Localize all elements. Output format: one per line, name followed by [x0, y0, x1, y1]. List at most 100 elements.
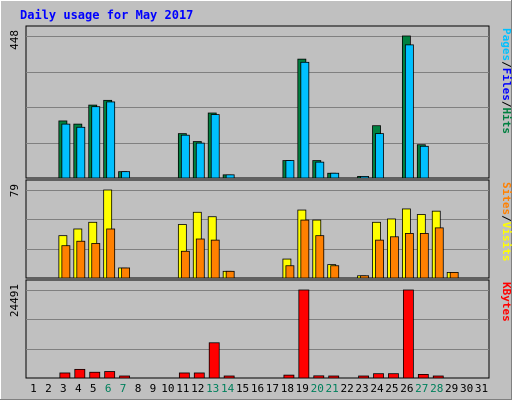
bar-kbytes-day-27 — [417, 374, 429, 379]
bar-sites-day-27 — [419, 233, 429, 279]
bar-kbytes-day-20 — [313, 375, 325, 379]
x-tick-label-day-19: 19 — [296, 382, 309, 395]
bar-kbytes-day-5 — [89, 371, 101, 379]
bar-kbytes-day-28 — [432, 375, 444, 379]
bar-kbytes-day-6 — [104, 371, 116, 379]
bar-sites-day-13 — [210, 239, 220, 279]
x-tick-label-day-30: 30 — [460, 382, 473, 395]
x-tick-label-day-4: 4 — [75, 382, 82, 395]
bar-files-day-21 — [330, 172, 340, 179]
legend-entry: / — [500, 101, 512, 108]
bar-sites-day-12 — [195, 238, 205, 279]
legend-entry: KBytes — [500, 282, 512, 322]
bar-kbytes-day-7 — [119, 375, 131, 379]
x-tick-label-day-25: 25 — [385, 382, 398, 395]
visits-ymax-label: 79 — [8, 184, 21, 197]
bar-sites-day-7 — [121, 267, 131, 279]
x-tick-label-day-3: 3 — [60, 382, 67, 395]
x-tick-label-day-26: 26 — [400, 382, 413, 395]
bar-kbytes-day-19 — [298, 289, 310, 379]
legend-entry: Hits — [500, 108, 512, 135]
bar-files-day-24 — [375, 133, 384, 179]
x-tick-label-day-12: 12 — [191, 382, 204, 395]
bar-kbytes-day-24 — [373, 373, 384, 379]
bar-sites-day-21 — [330, 265, 340, 279]
bar-files-day-6 — [106, 101, 116, 179]
x-tick-label-day-18: 18 — [281, 382, 294, 395]
bar-kbytes-day-3 — [59, 372, 71, 379]
bar-files-day-12 — [195, 142, 205, 179]
kbytes-legend: KBytes — [500, 282, 512, 322]
bar-sites-day-11 — [180, 250, 190, 279]
bar-files-day-18 — [285, 160, 295, 179]
bar-kbytes-day-25 — [388, 373, 399, 379]
bar-kbytes-day-18 — [283, 374, 295, 379]
x-tick-label-day-21: 21 — [326, 382, 339, 395]
x-tick-label-day-27: 27 — [415, 382, 428, 395]
bar-kbytes-day-23 — [358, 375, 369, 379]
x-tick-label-day-2: 2 — [45, 382, 52, 395]
bar-sites-day-4 — [76, 240, 86, 279]
x-tick-label-day-8: 8 — [135, 382, 142, 395]
x-tick-label-day-10: 10 — [161, 382, 174, 395]
bar-sites-day-18 — [285, 265, 295, 279]
bar-sites-day-19 — [300, 219, 310, 279]
bar-kbytes-day-21 — [328, 375, 340, 379]
legend-entry: / — [500, 215, 512, 222]
bar-files-day-14 — [225, 174, 235, 179]
bar-sites-day-24 — [375, 239, 384, 279]
bar-files-day-5 — [91, 106, 101, 179]
x-axis-labels: 1 2 3 4 5 6 7 8 9 10 11 12 13 14 15 16 17 18 19 20 21 22 23 24 2… — [30, 382, 488, 395]
bar-kbytes-day-26 — [402, 289, 414, 379]
bar-sites-day-6 — [106, 228, 116, 279]
hits-legend: Pages/Files/Hits — [500, 28, 512, 134]
bar-sites-day-3 — [61, 245, 71, 279]
bar-sites-day-14 — [225, 270, 235, 279]
bar-sites-day-25 — [390, 236, 399, 279]
legend-entry: / — [500, 61, 512, 68]
bar-files-day-27 — [419, 145, 429, 179]
chart-title: Daily usage for May 2017 — [20, 8, 193, 22]
hits-ymax-label: 448 — [8, 30, 21, 50]
bar-sites-day-20 — [315, 235, 325, 279]
x-tick-label-day-31: 31 — [475, 382, 488, 395]
visits-legend: Sites/Visits — [500, 182, 512, 262]
x-tick-label-day-6: 6 — [105, 382, 112, 395]
bar-kbytes-day-4 — [74, 368, 86, 379]
x-tick-label-day-22: 22 — [340, 382, 353, 395]
x-tick-label-day-11: 11 — [176, 382, 189, 395]
x-tick-label-day-16: 16 — [251, 382, 264, 395]
bar-kbytes-day-13 — [208, 342, 220, 379]
bar-files-day-20 — [315, 161, 325, 179]
bar-files-day-11 — [180, 134, 190, 179]
bar-files-day-7 — [121, 171, 131, 179]
x-tick-label-day-24: 24 — [370, 382, 384, 395]
bar-files-day-13 — [210, 114, 220, 179]
bar-files-day-26 — [404, 44, 414, 179]
x-tick-label-day-28: 28 — [430, 382, 443, 395]
x-tick-label-day-1: 1 — [30, 382, 37, 395]
bar-files-day-19 — [300, 61, 310, 179]
x-tick-label-day-7: 7 — [120, 382, 127, 395]
bar-kbytes-day-14 — [223, 375, 235, 379]
x-tick-label-day-17: 17 — [266, 382, 279, 395]
legend-entry: Sites — [500, 182, 512, 215]
kbytes-plot-area — [25, 279, 490, 379]
bar-sites-day-26 — [404, 233, 414, 279]
x-tick-label-day-15: 15 — [236, 382, 249, 395]
x-tick-label-day-23: 23 — [355, 382, 368, 395]
x-tick-label-day-20: 20 — [311, 382, 324, 395]
bar-files-day-23 — [360, 176, 369, 179]
bar-sites-day-28 — [434, 227, 444, 279]
bar-sites-day-29 — [449, 272, 459, 279]
legend-entry: Visits — [500, 222, 512, 262]
x-tick-label-day-14: 14 — [221, 382, 235, 395]
bar-sites-day-23 — [360, 275, 369, 279]
legend-entry: Pages — [500, 28, 512, 61]
kbytes-ymax-label: 24491 — [8, 284, 21, 317]
bar-files-day-4 — [76, 126, 86, 179]
x-tick-label-day-29: 29 — [445, 382, 458, 395]
x-tick-label-day-5: 5 — [90, 382, 97, 395]
